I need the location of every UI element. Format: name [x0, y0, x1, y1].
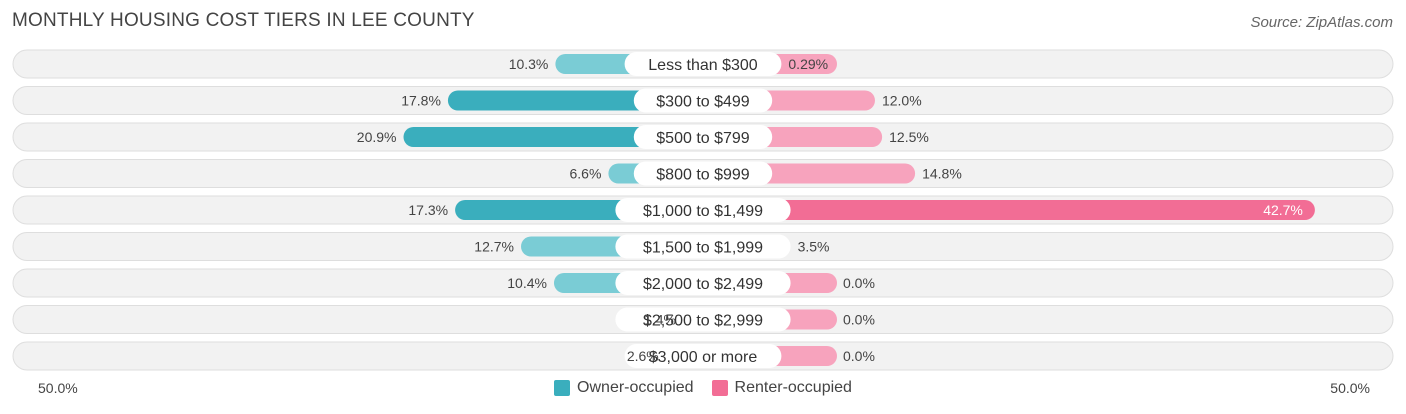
legend-item-renter[interactable]: Renter-occupied — [711, 379, 852, 397]
category-label: $1,000 to $1,499 — [643, 203, 763, 220]
category-label-pill — [624, 52, 782, 76]
category-label-pill — [615, 234, 791, 259]
renter-value-label: 12.0% — [882, 93, 922, 109]
chart-title: MONTHLY HOUSING COST TIERS IN LEE COUNTY — [12, 10, 475, 31]
category-label: $1,500 to $1,999 — [643, 240, 763, 257]
owner-bar — [403, 127, 703, 147]
category-label-pill — [633, 161, 773, 186]
renter-value-label: 0.0% — [843, 312, 875, 328]
owner-value-label: 10.3% — [509, 56, 549, 72]
owner-value-label: 17.8% — [401, 93, 441, 109]
source-note: Source: ZipAtlas.com — [1250, 14, 1393, 31]
renter-bar — [703, 200, 1315, 220]
renter-value-label: 42.7% — [1263, 202, 1303, 218]
renter-value-label: 12.5% — [889, 129, 929, 145]
owner-value-label: 20.9% — [357, 129, 397, 145]
category-label: $2,500 to $2,999 — [643, 313, 763, 330]
owner-value-label: 1.4% — [644, 312, 676, 328]
category-label: Less than $300 — [648, 57, 758, 74]
category-label-pill — [615, 307, 791, 332]
category-label: $300 to $499 — [656, 94, 750, 111]
legend-item-owner[interactable]: Owner-occupied — [554, 379, 694, 397]
renter-value-label: 0.29% — [788, 56, 828, 72]
category-label-pill — [633, 125, 773, 149]
axis-right-label: 50.0% — [1330, 380, 1370, 396]
owner-value-label: 12.7% — [474, 239, 514, 255]
category-label-pill — [615, 271, 791, 295]
category-label: $800 to $999 — [656, 167, 750, 184]
axis-left-label: 50.0% — [38, 380, 78, 396]
legend-label-owner: Owner-occupied — [577, 379, 694, 396]
legend: Owner-occupied Renter-occupied — [0, 379, 1406, 397]
renter-value-label: 3.5% — [798, 239, 830, 255]
owner-value-label: 10.4% — [507, 275, 547, 291]
owner-value-label: 2.6% — [627, 348, 659, 364]
owner-value-label: 6.6% — [570, 166, 602, 182]
category-label: $3,000 or more — [649, 349, 758, 366]
category-label-pill — [633, 88, 773, 113]
category-label-pill — [615, 198, 791, 222]
legend-label-renter: Renter-occupied — [734, 379, 852, 396]
legend-swatch-owner — [554, 380, 571, 396]
category-label: $2,000 to $2,499 — [643, 276, 763, 293]
renter-value-label: 14.8% — [922, 166, 962, 182]
category-label-pill — [624, 344, 782, 368]
category-label: $500 to $799 — [656, 130, 750, 147]
legend-swatch-renter — [711, 380, 728, 396]
renter-value-label: 0.0% — [843, 348, 875, 364]
owner-value-label: 17.3% — [408, 202, 448, 218]
renter-value-label: 0.0% — [843, 275, 875, 291]
